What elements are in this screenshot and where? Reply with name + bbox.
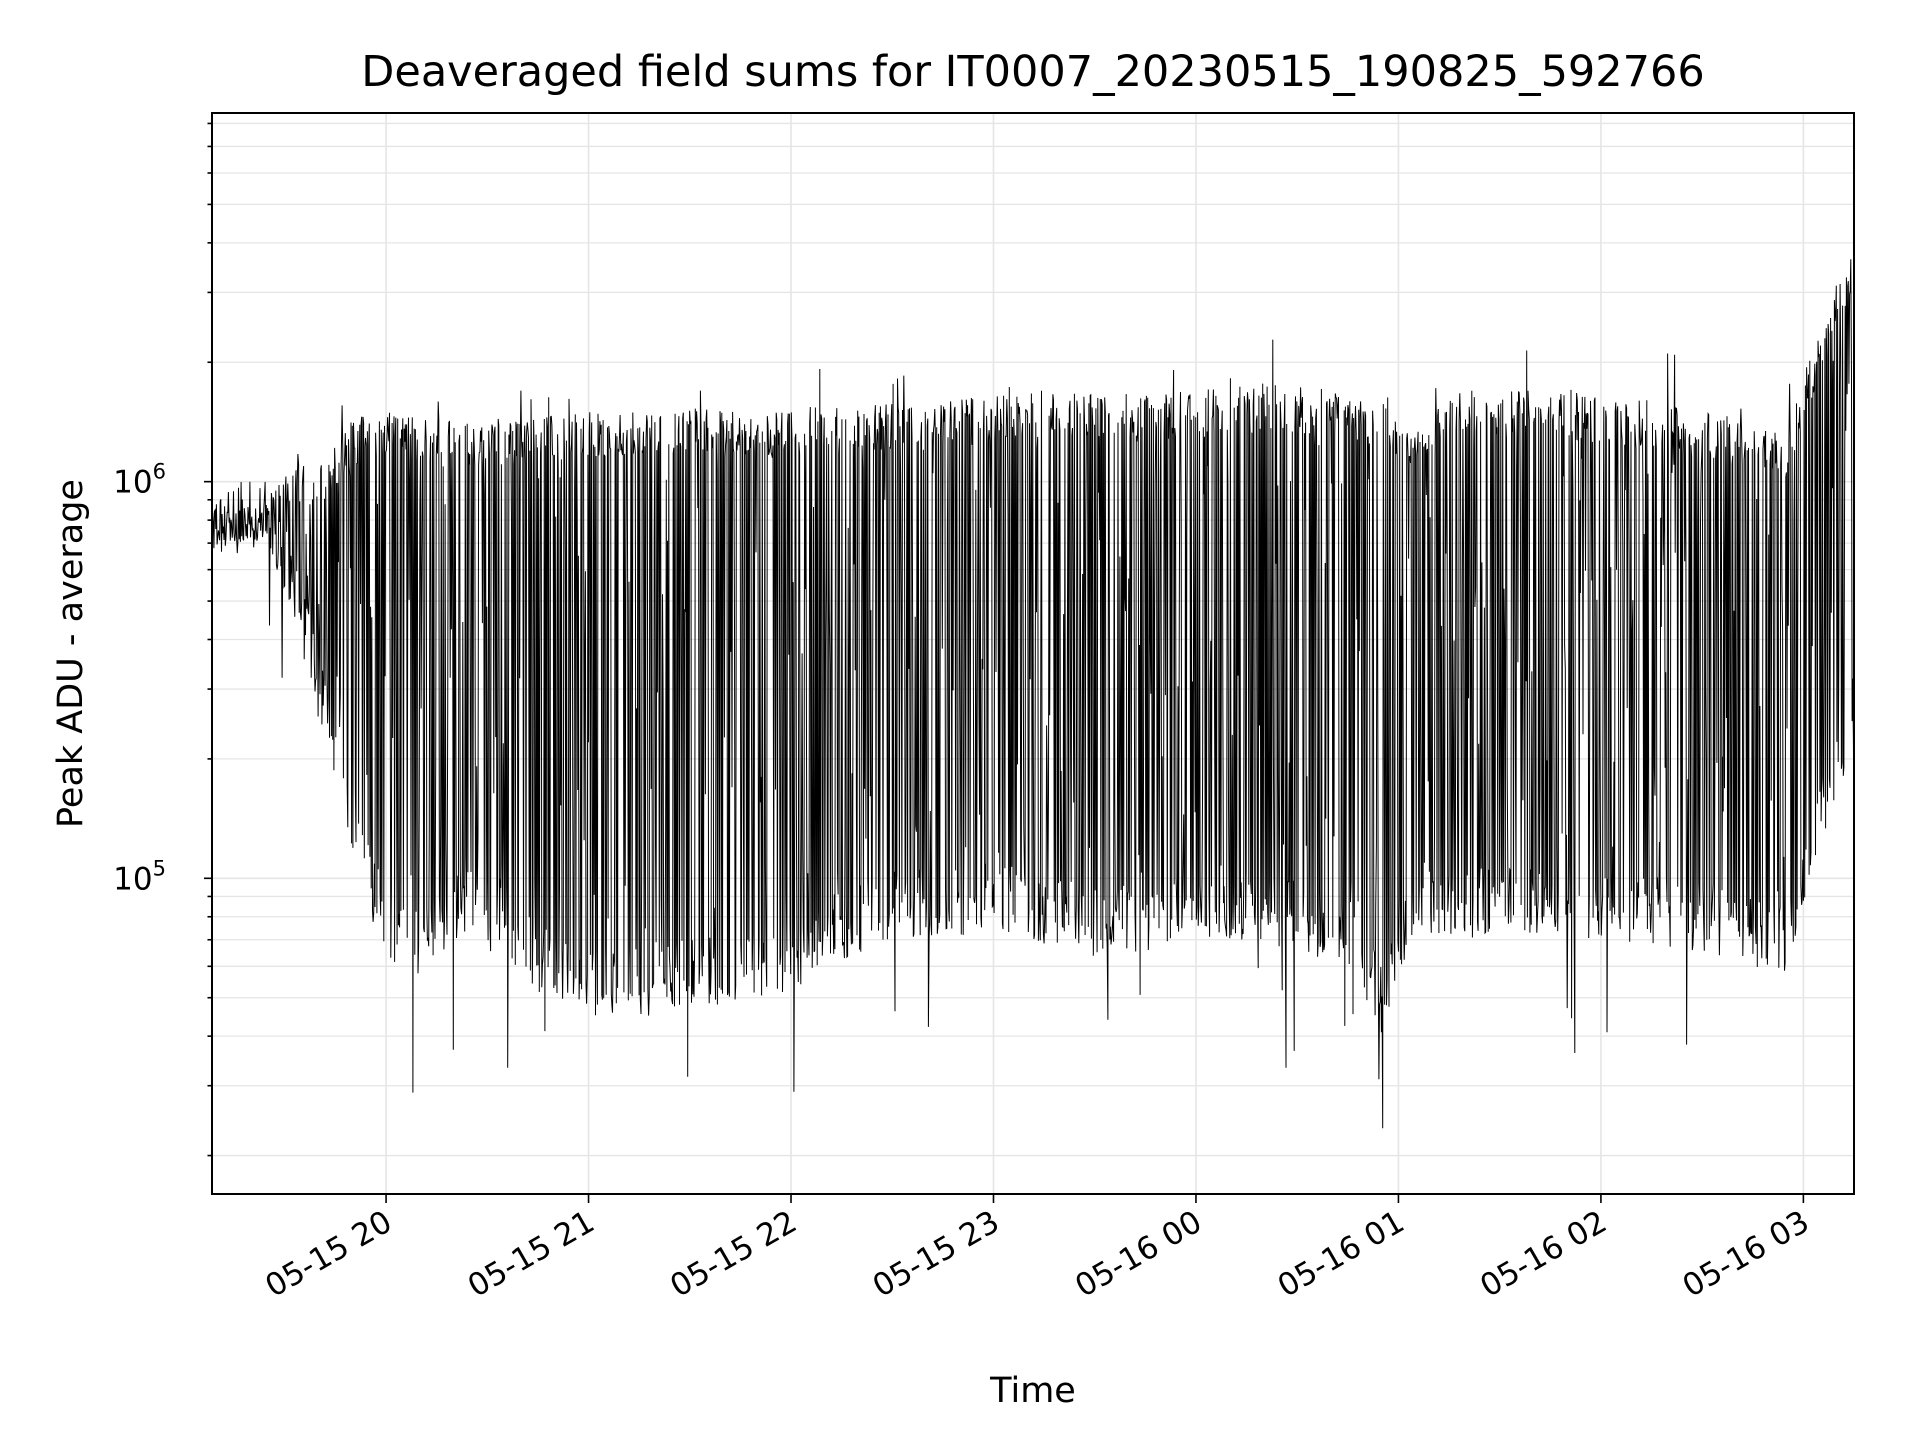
series-path [211,259,1855,1129]
x-axis-label: Time [989,1371,1076,1411]
series-line [211,259,1855,1129]
y-axis-label: Peak ADU - average [51,479,91,828]
chart-title: Deaveraged field sums for IT0007_2023051… [361,47,1704,97]
plot-frame [211,112,1855,1195]
